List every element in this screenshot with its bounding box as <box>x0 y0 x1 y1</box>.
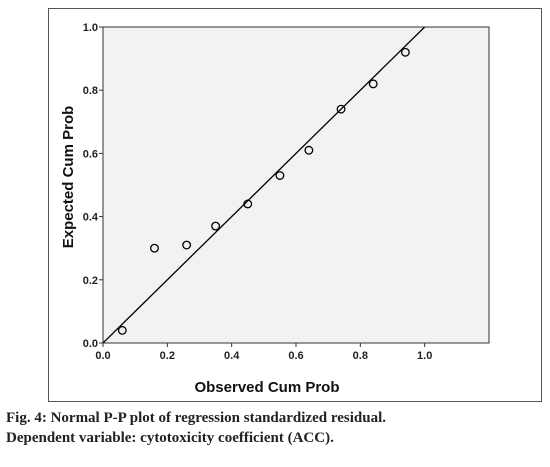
caption-line-2: Dependent variable: cytotoxicity coeffic… <box>6 430 334 446</box>
data-points <box>117 47 410 335</box>
data-point <box>400 47 410 57</box>
y-tick-label: 0.6 <box>83 148 98 160</box>
x-tick-label: 0.0 <box>95 350 110 362</box>
y-tick-label: 0.4 <box>83 212 99 224</box>
data-point <box>150 243 159 253</box>
data-point <box>182 240 192 250</box>
data-point <box>336 104 346 114</box>
data-point <box>275 171 285 180</box>
plot-area <box>102 26 490 344</box>
x-tick-label: 0.6 <box>288 350 303 362</box>
x-tick-label: 1.0 <box>417 350 432 362</box>
reference-line <box>103 27 426 343</box>
x-tick-label: 0.8 <box>353 350 368 362</box>
y-tick-label: 0.8 <box>83 85 98 97</box>
figure-caption: Fig. 4: Normal P-P plot of regression st… <box>6 408 546 448</box>
data-point <box>304 145 314 155</box>
y-tick-label: 0.2 <box>83 275 98 287</box>
data-point <box>243 199 253 209</box>
x-axis-label: Observed Cum Prob <box>194 379 339 396</box>
pp-plot: 0.0 0.2 0.4 0.6 0.8 1.0 0.0 0.2 0.4 0.6 0.8 1.0 Obs… <box>60 22 490 396</box>
data-point <box>368 79 378 89</box>
x-tick-label: 0.2 <box>160 350 175 362</box>
plot-background <box>102 26 490 344</box>
y-axis-label: Expected Cum Prob <box>60 106 77 249</box>
x-tick-label: 0.4 <box>224 350 240 362</box>
data-point <box>117 325 127 335</box>
chart-frame: 0.0 0.2 0.4 0.6 0.8 1.0 0.0 0.2 0.4 0.6 0.8 1.0 Obs… <box>48 8 542 402</box>
axes: 0.0 0.2 0.4 0.6 0.8 1.0 0.0 0.2 0.4 0.6 0.8 1.0 <box>83 22 433 362</box>
caption-line-1: Fig. 4: Normal P-P plot of regression st… <box>6 410 386 426</box>
y-tick-label: 1.0 <box>83 22 98 34</box>
y-tick-label: 0.0 <box>83 338 98 350</box>
data-point <box>211 221 221 231</box>
